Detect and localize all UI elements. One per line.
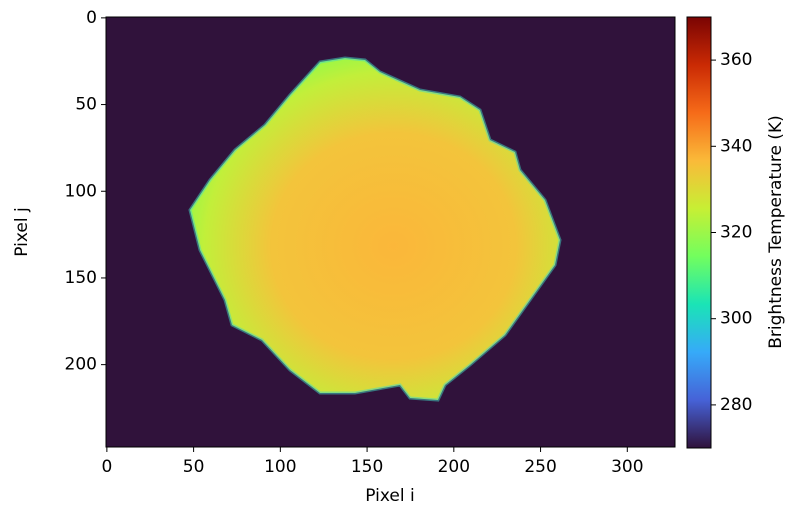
y-tick-label: 100 bbox=[65, 181, 97, 201]
y-tick-label: 200 bbox=[65, 355, 97, 375]
x-tick-label: 200 bbox=[438, 457, 470, 477]
colorbar-label: Brightness Temperature (K) bbox=[766, 115, 786, 348]
colorbar-tick-label: 300 bbox=[720, 309, 752, 329]
colorbar bbox=[686, 16, 712, 449]
x-axis-label: Pixel i bbox=[365, 486, 414, 506]
y-axis-label: Pixel j bbox=[12, 207, 32, 256]
x-tick-label: 100 bbox=[264, 457, 296, 477]
plot-frame bbox=[105, 16, 676, 448]
asteroid-image bbox=[188, 56, 562, 402]
colorbar-tick-label: 320 bbox=[720, 223, 752, 243]
x-tick-label: 300 bbox=[611, 457, 643, 477]
x-tick-label: 150 bbox=[351, 457, 383, 477]
colorbar-tick-label: 280 bbox=[720, 395, 752, 415]
y-tick-label: 150 bbox=[65, 268, 97, 288]
colorbar-tick-label: 360 bbox=[720, 50, 752, 70]
y-tick-label: 50 bbox=[75, 95, 97, 115]
y-tick-label: 0 bbox=[86, 8, 97, 28]
x-tick-label: 250 bbox=[524, 457, 556, 477]
x-tick-label: 0 bbox=[101, 457, 112, 477]
colorbar-tick-label: 340 bbox=[720, 136, 752, 156]
x-tick-label: 50 bbox=[183, 457, 205, 477]
